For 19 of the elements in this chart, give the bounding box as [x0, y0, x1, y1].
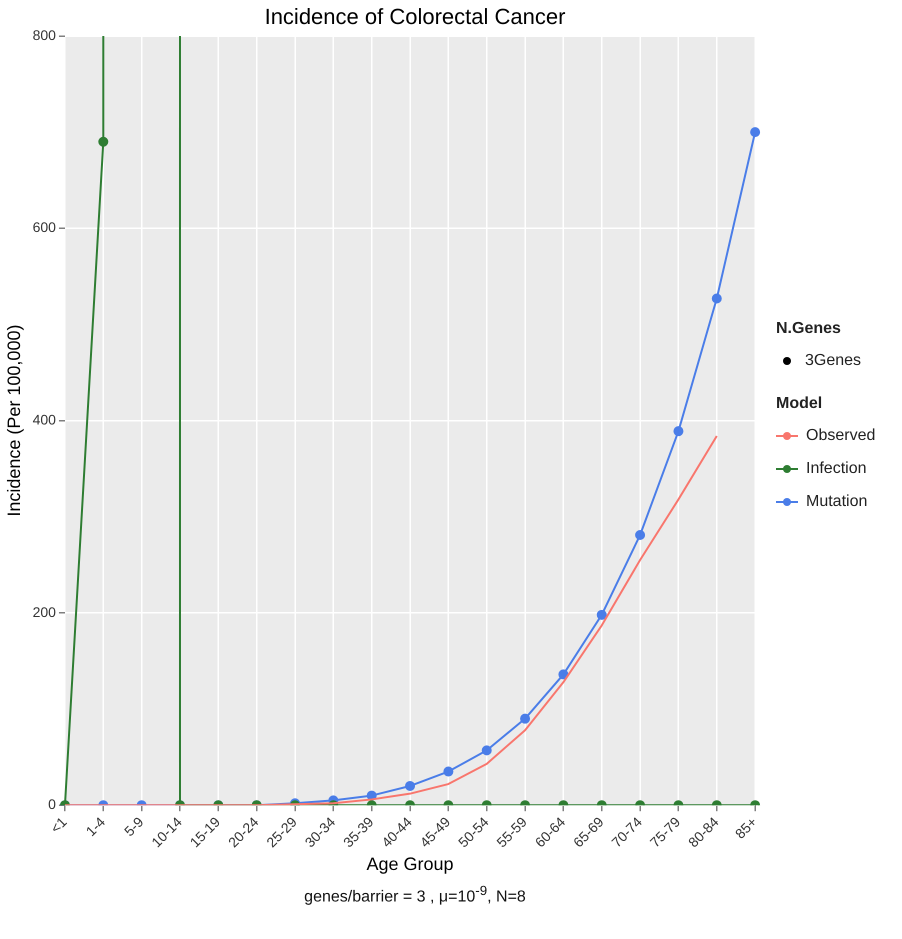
y-axis-title: Incidence (Per 100,000) [4, 324, 24, 517]
legend-label: Observed [806, 426, 876, 444]
y-tick-label: 200 [32, 604, 56, 620]
x-tick-label: <1 [47, 814, 70, 836]
y-tick-label: 400 [32, 411, 56, 428]
chart-title: Incidence of Colorectal Cancer [264, 4, 566, 30]
text: N.Genes [776, 320, 842, 338]
legend-title: Model [776, 395, 824, 413]
y-tick-label: 800 [32, 26, 56, 43]
x-tick-label: 1-4 [82, 814, 108, 840]
legend-label: Infection [806, 460, 866, 478]
x-tick-label: 5-9 [120, 814, 147, 840]
y-tick-label: 0 [48, 796, 56, 812]
legend-label: Mutation [806, 492, 868, 510]
y-tick-label: 600 [32, 219, 56, 236]
x-tick-label: 85+ [732, 814, 760, 842]
text: 3Genes [805, 352, 862, 370]
x-axis-title: Age Group [366, 854, 454, 874]
text: genes/barrier = 3 , μ=10$^{-9}$, N=8 [303, 883, 527, 906]
